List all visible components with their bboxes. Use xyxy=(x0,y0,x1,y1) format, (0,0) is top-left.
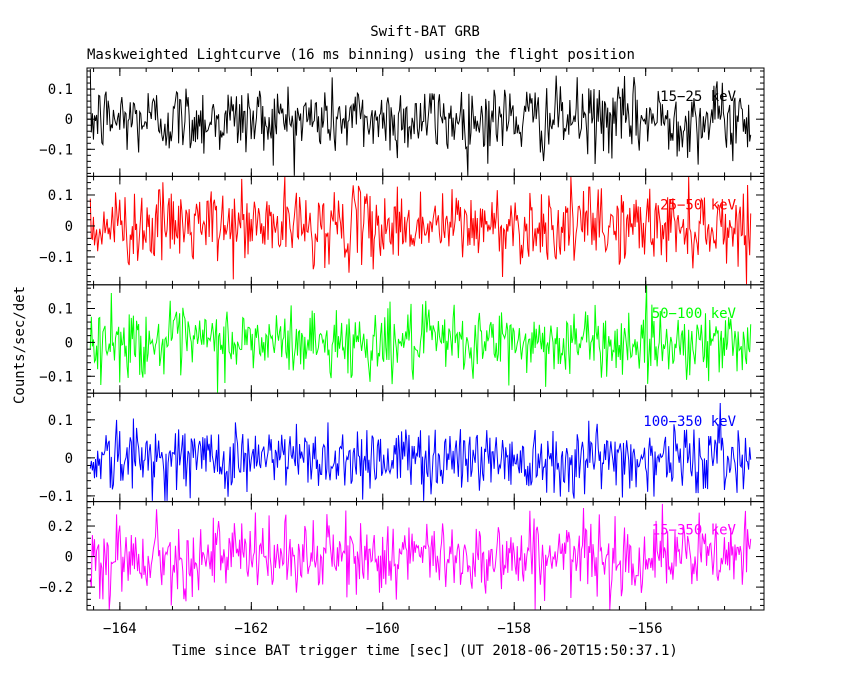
x-tick-label: −164 xyxy=(103,621,137,637)
panels-group: −0.1 0 0.1 15−25 keV −0.1 0 0.1 25−50 keV −0.1 0 0… xyxy=(39,67,765,637)
energy-band-label: 15−350 keV xyxy=(652,523,737,539)
y-tick-label: 0.1 xyxy=(48,413,73,429)
y-tick-label: −0.1 xyxy=(39,142,73,158)
y-tick-label: −0.2 xyxy=(39,580,73,596)
x-tick-label: −158 xyxy=(497,621,531,637)
y-axis-label: Counts/sec/det xyxy=(12,286,28,404)
panel-frame-5 xyxy=(86,501,765,611)
chart-subtitle: Maskweighted Lightcurve (16 ms binning) … xyxy=(87,47,635,63)
y-tick-label: −0.1 xyxy=(39,489,73,505)
y-tick-label: 0 xyxy=(65,219,73,235)
series-line-2 xyxy=(89,176,752,285)
y-tick-label: 0.1 xyxy=(48,188,73,204)
x-tick-label: −156 xyxy=(629,621,663,637)
y-tick-label: −0.1 xyxy=(39,369,73,385)
y-tick-label: 0 xyxy=(65,550,73,566)
y-tick-label: −0.1 xyxy=(39,250,73,266)
x-tick-label: −160 xyxy=(366,621,400,637)
y-tick-label: 0 xyxy=(65,451,73,467)
panel-frame-4 xyxy=(86,392,765,503)
y-tick-label: 0.1 xyxy=(48,82,73,98)
energy-band-label: 25−50 keV xyxy=(660,197,736,213)
series-line-1 xyxy=(89,69,752,176)
y-tick-label: 0.1 xyxy=(48,302,73,318)
series-line-5 xyxy=(89,503,752,610)
y-tick-label: 0 xyxy=(65,335,73,351)
series-line-3 xyxy=(89,285,752,393)
y-tick-label: 0 xyxy=(65,112,73,128)
y-tick-label: 0.2 xyxy=(48,519,73,535)
energy-band-label: 100−350 keV xyxy=(643,414,736,430)
series-line-4 xyxy=(89,403,752,501)
chart-title: Swift-BAT GRB xyxy=(370,24,480,40)
x-tick-label: −162 xyxy=(234,621,268,637)
energy-band-label: 50−100 keV xyxy=(652,306,737,322)
x-axis-label: Time since BAT trigger time [sec] (UT 20… xyxy=(172,643,678,659)
energy-band-label: 15−25 keV xyxy=(660,89,736,105)
